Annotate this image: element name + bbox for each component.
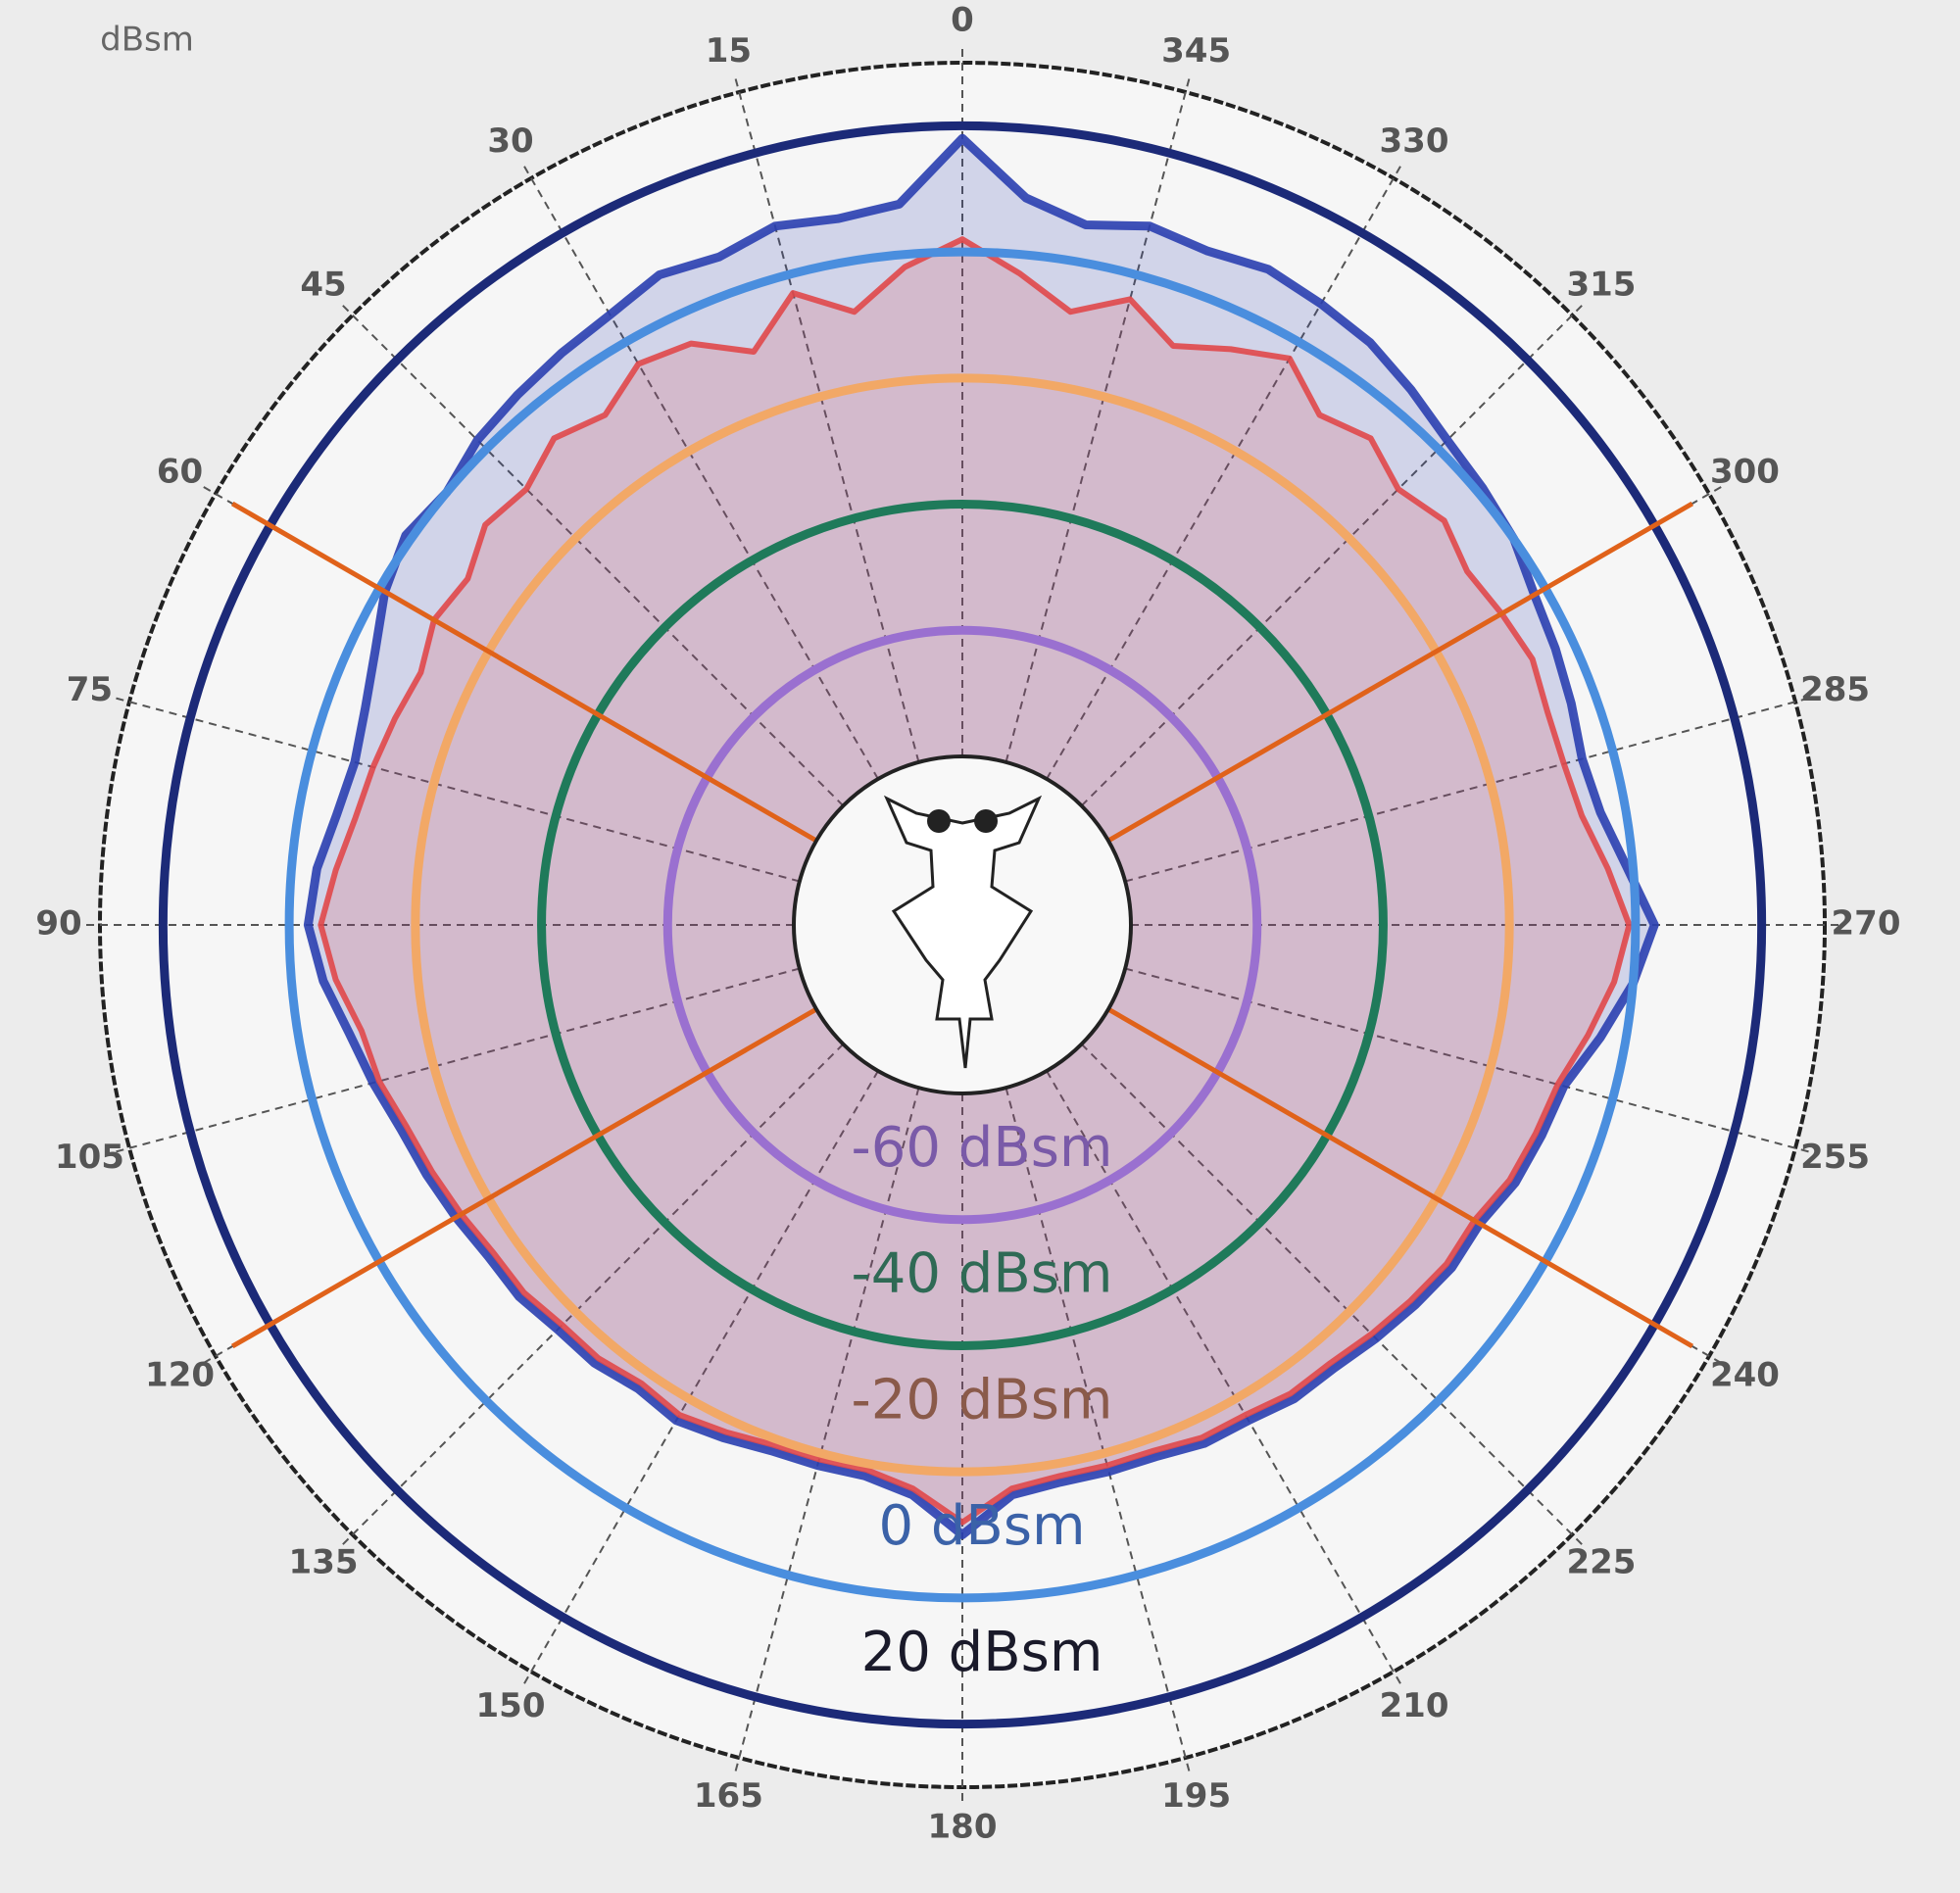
spoke xyxy=(1080,1043,1588,1550)
angle-label: 45 xyxy=(300,266,346,305)
angle-label: 75 xyxy=(67,670,113,709)
ring xyxy=(284,247,1641,1603)
ring xyxy=(537,500,1388,1350)
spoke xyxy=(733,1087,920,1777)
angle-label: 225 xyxy=(1566,1542,1636,1581)
spoke xyxy=(110,696,801,883)
ring xyxy=(158,121,1767,1729)
angle-label: 60 xyxy=(157,453,203,492)
angle-label: 255 xyxy=(1800,1138,1870,1177)
spoke xyxy=(1004,1087,1192,1777)
angle-label: 240 xyxy=(1710,1356,1780,1395)
ring-label: 20 dBsm xyxy=(861,1621,1103,1684)
angle-label: 0 xyxy=(951,1,974,40)
angle-label: 270 xyxy=(1832,904,1901,944)
spoke xyxy=(1046,1070,1404,1689)
spoke xyxy=(520,1070,879,1689)
angle-label: 135 xyxy=(289,1542,359,1581)
spoke xyxy=(1124,967,1815,1154)
angle-label: 330 xyxy=(1380,121,1449,161)
angle-label: 120 xyxy=(145,1356,215,1395)
sector-line xyxy=(230,501,818,844)
ring xyxy=(662,625,1262,1225)
angle-label: 195 xyxy=(1161,1776,1231,1816)
rings-layer xyxy=(158,121,1767,1729)
ring-label: -40 dBsm xyxy=(852,1242,1113,1306)
angle-label: 105 xyxy=(55,1138,124,1177)
sector-line xyxy=(1106,501,1694,844)
spoke xyxy=(1004,73,1192,763)
angle-label: 345 xyxy=(1161,31,1231,71)
center-layer xyxy=(792,754,1133,1095)
ring-label: 0 dBsm xyxy=(878,1494,1085,1558)
angle-label: 285 xyxy=(1800,670,1870,709)
spoke xyxy=(337,1043,845,1550)
spoke xyxy=(520,161,879,780)
sector-layer xyxy=(230,501,1694,1349)
radial-unit: dBsm xyxy=(100,21,194,60)
spoke xyxy=(1080,300,1588,807)
angle-label: 315 xyxy=(1566,266,1636,305)
angle-label: 30 xyxy=(487,121,533,161)
angle-label: 90 xyxy=(35,904,81,944)
spoke xyxy=(337,300,845,807)
angle-label: 300 xyxy=(1710,453,1780,492)
angle-label: 15 xyxy=(706,31,752,71)
aircraft-icon xyxy=(883,795,1043,1069)
angle-label: 210 xyxy=(1380,1686,1449,1725)
spoke xyxy=(1124,696,1815,883)
angle-label: 180 xyxy=(928,1808,998,1847)
text-layer: 0 15 30 45 60 75 90 105 120 135 150 165 180 195 210 225… xyxy=(35,1,1900,1847)
sector-line xyxy=(1106,1006,1694,1349)
ring-label: -20 dBsm xyxy=(852,1368,1113,1432)
sector-line xyxy=(230,1006,818,1349)
spoke xyxy=(733,73,920,763)
ring xyxy=(411,373,1514,1477)
spoke xyxy=(1046,161,1404,780)
spoke xyxy=(110,967,801,1154)
angle-label: 150 xyxy=(476,1686,546,1725)
engine-icon xyxy=(974,809,998,833)
angle-label: 165 xyxy=(694,1776,763,1816)
ring-label: -60 dBsm xyxy=(852,1116,1113,1180)
engine-icon xyxy=(927,809,951,833)
